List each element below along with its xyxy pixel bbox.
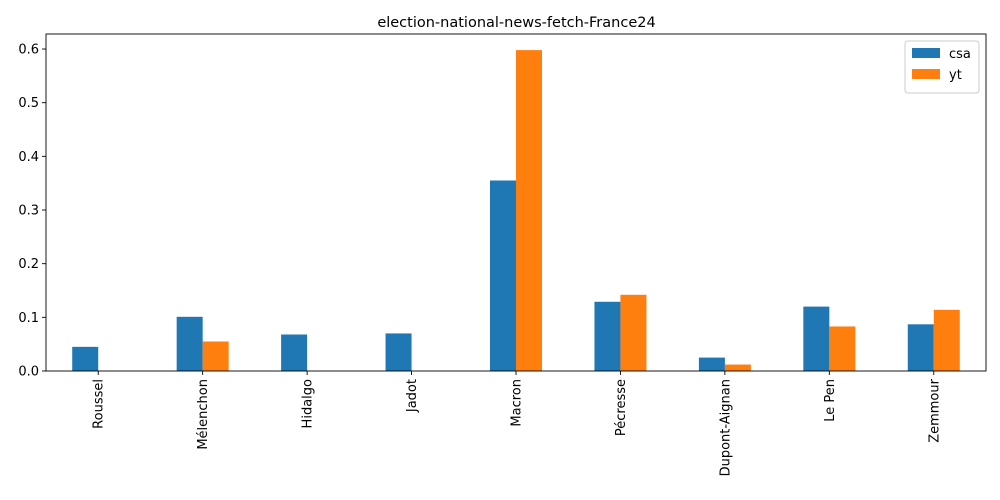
x-tick-label: Roussel bbox=[92, 379, 107, 429]
bar-yt-p-cresse bbox=[620, 294, 647, 371]
bar-csa-hidalgo bbox=[281, 334, 308, 371]
bar-csa-le-pen bbox=[803, 306, 830, 371]
y-tick-label: 0.3 bbox=[18, 204, 39, 219]
bar-csa-dupont-aignan bbox=[698, 357, 725, 371]
x-tick-label: Dupont-Aignan bbox=[718, 379, 733, 476]
y-tick-label: 0.1 bbox=[18, 311, 39, 326]
y-tick-label: 0.4 bbox=[18, 150, 39, 165]
x-tick-label: Zemmour bbox=[927, 378, 942, 442]
bar-yt-dupont-aignan bbox=[724, 364, 751, 371]
legend-swatch-csa bbox=[912, 48, 940, 58]
y-tick-label: 0.2 bbox=[18, 257, 39, 272]
bar-yt-m-lenchon bbox=[202, 341, 229, 371]
x-tick-label: Macron bbox=[510, 379, 525, 427]
bar-csa-zemmour bbox=[907, 324, 934, 371]
y-tick-label: 0.5 bbox=[18, 96, 39, 111]
legend: csa yt bbox=[904, 40, 980, 94]
x-tick-label: Pécresse bbox=[614, 379, 629, 436]
bar-yt-macron bbox=[516, 50, 542, 371]
bar-yt-zemmour bbox=[933, 309, 960, 371]
bar-csa-p-cresse bbox=[594, 301, 621, 371]
bar-csa-macron bbox=[490, 180, 516, 371]
plot-area: 0.0 0.1 0.2 0.3 0.4 0.5 0.6 Roussel Mélenchon Hid… bbox=[18, 33, 987, 476]
x-tick-label: Jadot bbox=[405, 379, 420, 413]
legend-swatch-yt bbox=[912, 69, 940, 79]
bar-yt-le-pen bbox=[829, 326, 856, 371]
chart-title: election-national-news-fetch-France24 bbox=[377, 15, 655, 31]
legend-label-yt: yt bbox=[949, 68, 962, 83]
x-tick-label: Hidalgo bbox=[301, 379, 316, 428]
bar-csa-jadot bbox=[385, 333, 412, 371]
y-tick-label: 0.0 bbox=[18, 365, 39, 380]
x-tick-label: Le Pen bbox=[823, 379, 838, 422]
y-tick-label: 0.6 bbox=[18, 43, 39, 58]
legend-label-csa: csa bbox=[949, 47, 971, 62]
x-tick-label: Mélenchon bbox=[196, 379, 211, 450]
bar-csa-m-lenchon bbox=[176, 316, 203, 371]
bar-csa-roussel bbox=[72, 346, 99, 371]
